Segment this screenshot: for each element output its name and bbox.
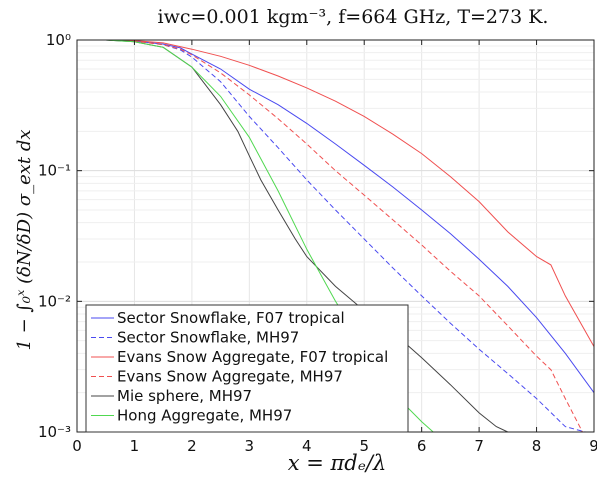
x-axis-label: x = πdₑ/λ <box>288 451 387 475</box>
x-tick-label: 7 <box>474 437 484 455</box>
x-tick-label: 2 <box>187 437 197 455</box>
legend-label: Mie sphere, MH97 <box>117 387 252 405</box>
x-tick-label: 3 <box>245 437 255 455</box>
x-tick-label: 8 <box>532 437 542 455</box>
x-tick-label: 5 <box>359 437 369 455</box>
tick-layer: 0 1 2 3 4 5 6 7 8 9 10⁰ 10⁻¹ 10⁻² 10⁻³ <box>38 31 597 455</box>
series-line-4 <box>77 39 583 433</box>
x-tick-label: 0 <box>72 437 82 455</box>
y-tick-label: 10⁰ <box>46 31 71 49</box>
x-tick-label: 9 <box>589 437 597 455</box>
y-axis-label: 1 − ∫₀ˣ (δN/δD) σ_ext dx <box>14 129 35 350</box>
x-tick-label: 4 <box>302 437 312 455</box>
y-tick-label: 10⁻² <box>38 292 71 310</box>
legend-label: Hong Aggregate, MH97 <box>117 407 292 425</box>
chart-title: iwc=0.001 kgm⁻³, f=664 GHz, T=273 K. <box>158 6 549 28</box>
legend-label: Sector Snowflake, MH97 <box>117 329 299 347</box>
series-line-1 <box>77 39 595 393</box>
legend: Sector Snowflake, F07 tropical Sector Sno… <box>85 304 409 433</box>
y-tick-label: 10⁻³ <box>38 423 71 441</box>
legend-label: Sector Snowflake, F07 tropical <box>117 309 345 327</box>
legend-label: Evans Snow Aggregate, F07 tropical <box>117 348 388 366</box>
series-layer <box>77 39 595 433</box>
x-tick-label: 1 <box>130 437 140 455</box>
x-tick-label: 6 <box>417 437 427 455</box>
y-tick-label: 10⁻¹ <box>38 162 71 180</box>
legend-label: Evans Snow Aggregate, MH97 <box>117 368 343 386</box>
series-line-3 <box>77 39 595 347</box>
legend-box <box>85 304 409 433</box>
